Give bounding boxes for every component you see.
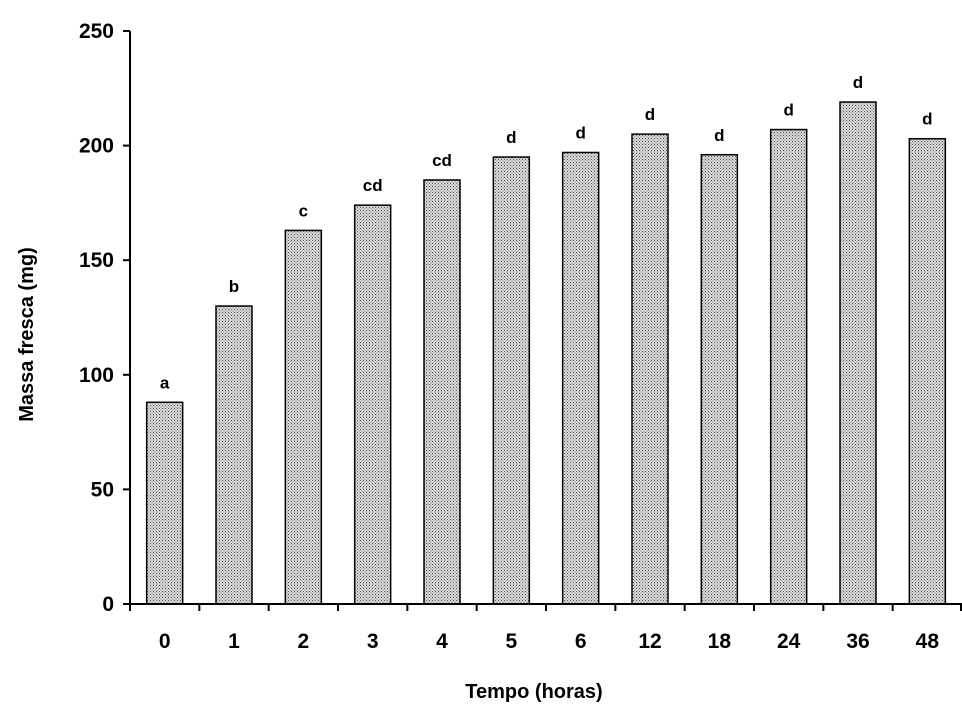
y-tick-label: 50 (91, 478, 114, 501)
y-tick-label: 0 (102, 593, 114, 616)
bar-48 (908, 137, 947, 605)
significance-label: d (645, 105, 655, 124)
bar-3 (353, 204, 392, 605)
bar-36 (839, 101, 877, 605)
y-tick-label: 250 (79, 20, 114, 43)
significance-labels-group: a b c cd cd d d d d d d d (160, 73, 933, 392)
significance-label: a (160, 373, 170, 392)
y-tick-label: 200 (79, 135, 114, 158)
y-tick-label: 100 (79, 364, 114, 387)
x-tick-label: 3 (367, 630, 379, 653)
x-tick-label: 6 (575, 630, 587, 653)
bar-24 (769, 128, 808, 605)
significance-label: d (783, 101, 793, 120)
bar-12 (631, 133, 669, 605)
significance-label: d (575, 123, 585, 142)
x-tick-label: 12 (638, 630, 661, 653)
x-tick-label: 18 (708, 630, 732, 653)
significance-label: d (922, 110, 932, 129)
x-tick-label: 1 (228, 630, 240, 653)
x-tick-label: 5 (505, 630, 517, 653)
bars-group (145, 101, 947, 605)
x-tick-label: 24 (777, 630, 801, 653)
x-tick-label: 48 (916, 630, 940, 653)
bar-2 (284, 229, 323, 605)
x-tick-label: 4 (436, 630, 448, 653)
y-axis-title: Massa fresca (mg) (16, 247, 38, 422)
significance-label: d (853, 73, 863, 92)
significance-label: c (299, 201, 308, 220)
significance-label: cd (432, 151, 452, 170)
y-tick-label: 150 (79, 249, 114, 272)
significance-label: d (506, 128, 516, 147)
x-tick-label: 36 (846, 630, 869, 653)
bar-6 (561, 151, 600, 605)
bar-18 (700, 154, 739, 605)
x-tick-label: 0 (159, 630, 171, 653)
bar-5 (492, 156, 531, 605)
x-tick-label: 2 (297, 630, 309, 653)
significance-label: cd (363, 176, 383, 195)
significance-label: b (229, 277, 239, 296)
bar-1 (215, 305, 253, 605)
significance-label: d (714, 126, 724, 145)
bar-4 (423, 179, 461, 605)
bar-0 (145, 401, 184, 605)
x-axis-title: Tempo (horas) (465, 681, 602, 703)
